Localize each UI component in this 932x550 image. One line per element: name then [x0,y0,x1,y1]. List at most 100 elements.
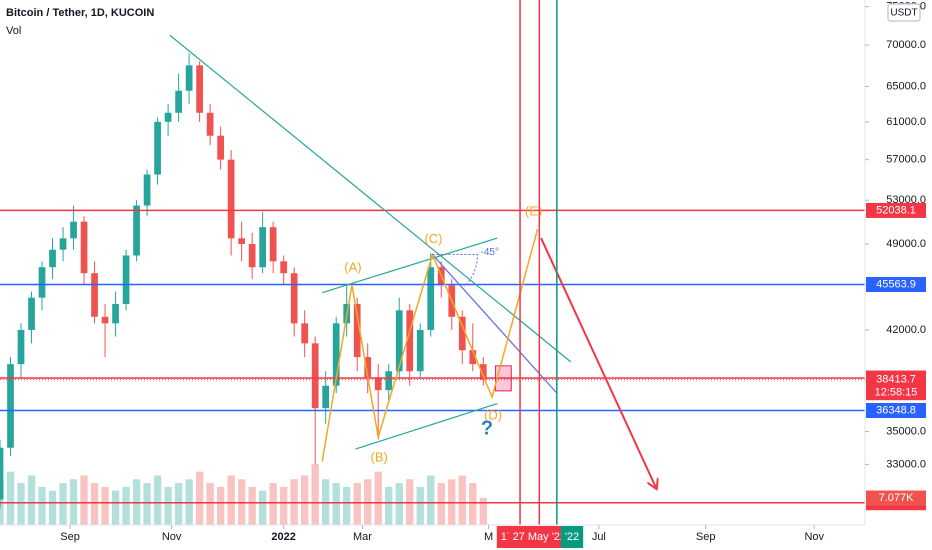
time-axis [0,525,865,550]
trendline [355,403,498,450]
volume-bar [258,490,267,525]
candle-body [17,329,25,365]
x-tick-label: Nov [162,531,182,543]
candle-body [311,343,319,409]
candle-body [91,273,98,317]
volume-label: Vol [6,25,21,37]
currency: USDT [890,8,917,19]
currency-box[interactable] [887,3,921,22]
candle-body [469,350,477,365]
candle-body [217,135,224,160]
candle-body [112,303,119,324]
volume-bar [38,486,46,525]
candle-body [248,243,256,268]
volume-bar [458,475,466,525]
price-tag-label: 52038.1 [876,204,916,216]
date-tag [560,526,584,548]
y-tick-label: 65000.0 [886,80,926,92]
volume-bar [479,498,487,525]
candle-body [154,121,161,175]
volume-bar [385,486,393,525]
price-tag-label: 45563.9 [876,278,916,290]
candle-body [196,65,203,113]
candle-body [101,316,109,324]
price-axis [865,0,932,550]
date-tag [508,526,571,548]
price-tag [866,202,926,218]
candle-body [164,112,172,122]
wave-label: (B) [371,450,388,465]
candle-body [269,227,277,262]
volume-bar [164,486,172,525]
candle-body [133,205,140,256]
x-tick-label: Sep [696,531,716,543]
volume-bar [469,483,477,525]
overlay: 75000.070000.065000.061000.057000.053000… [60,1,926,548]
candle-body [143,174,151,206]
candle-body [122,255,130,304]
volume-bar [300,475,309,525]
volume-bar [427,475,435,525]
volume-bar [143,483,151,525]
candle-body [0,447,4,500]
candle-body [259,227,267,268]
volume-bar [279,486,288,525]
volume-bar [48,490,57,525]
volume-bar [6,471,15,525]
candle-body [238,238,246,244]
candle-body [28,297,35,330]
x-tick-label: Sep [60,531,80,543]
price-tag [866,277,926,293]
angle-arc [432,254,479,287]
chart-title: Bitcoin / Tether, 1D, KUCOIN [6,7,154,19]
candle-body [395,310,403,372]
zone-box [495,365,512,392]
candle-body [280,261,288,274]
volume-tag-label: 7.077K [879,492,915,504]
x-tick-label: M [484,531,493,543]
volume-bar [353,483,361,525]
angle-label: -45° [481,247,499,258]
candle-body [49,249,56,268]
y-tick-label: 35000.0 [886,425,926,437]
y-tick-label: 49000.0 [886,238,926,250]
date-tag-label: 27 May '22 [513,531,566,543]
price-tag-label: 36348.8 [876,404,916,416]
volume-bar [227,475,235,525]
candle-body [416,329,424,372]
y-tick-label: 42000.0 [886,324,926,336]
volume-bar [437,483,445,525]
candle-body [301,323,309,344]
volume-bar [416,486,424,525]
y-tick-label: 70000.0 [886,39,926,51]
candle-body [80,221,88,274]
candle-body [38,267,46,298]
trendline [169,34,572,363]
y-tick-label: 33000.0 [886,458,926,470]
volume-bar [80,475,88,525]
candle-body [227,159,235,239]
volume-bar [374,471,382,525]
candle-body [70,221,77,239]
volume-bar [248,486,256,525]
candle-body [59,238,67,250]
forecast-arrow [540,237,657,489]
price-tag [866,372,926,401]
candle-body [385,371,393,391]
volume-bar [206,483,214,525]
candle-body [206,112,214,136]
volume-bar [343,486,351,525]
price-tag-label: 38413.7 [876,374,916,386]
candle-body [458,316,466,351]
candle-body [7,364,14,448]
wave-path [321,228,539,462]
wave-label: (D) [484,407,502,422]
volume-bar [90,483,99,525]
volume-bar [311,464,319,525]
candle-body [185,65,193,91]
wave-label: (A) [344,259,361,274]
candle-body [332,323,340,386]
volume-bar [122,486,130,525]
candle-body [406,310,414,372]
